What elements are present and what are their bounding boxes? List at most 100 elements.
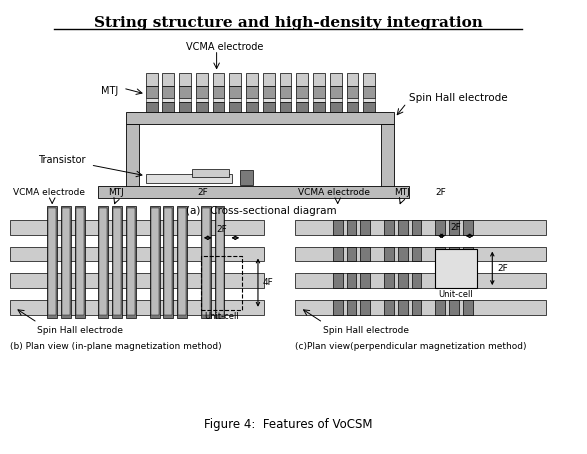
- Bar: [99, 206, 109, 318]
- Bar: [212, 102, 224, 112]
- Text: (c)Plan view(perpendicular magnetization method): (c)Plan view(perpendicular magnetization…: [295, 342, 527, 351]
- Bar: [126, 123, 139, 187]
- Bar: [179, 74, 191, 86]
- Bar: [246, 74, 258, 86]
- Text: 2F: 2F: [435, 188, 446, 197]
- Bar: [313, 86, 325, 98]
- Bar: [201, 256, 242, 310]
- Bar: [296, 86, 308, 98]
- Bar: [230, 74, 241, 86]
- Bar: [333, 220, 343, 235]
- Bar: [381, 123, 394, 187]
- Bar: [196, 86, 208, 98]
- Bar: [313, 102, 325, 112]
- Bar: [360, 247, 370, 262]
- Bar: [330, 98, 342, 102]
- Bar: [246, 102, 258, 112]
- Bar: [212, 74, 224, 86]
- Bar: [146, 74, 157, 86]
- Bar: [75, 206, 85, 318]
- Bar: [48, 206, 57, 318]
- Text: Figure 4:  Features of VoCSM: Figure 4: Features of VoCSM: [204, 418, 373, 431]
- Bar: [346, 273, 356, 288]
- Bar: [463, 247, 473, 262]
- Bar: [146, 102, 157, 112]
- Bar: [151, 208, 158, 315]
- Bar: [246, 98, 258, 102]
- Bar: [112, 206, 122, 318]
- Bar: [384, 300, 394, 315]
- Bar: [411, 247, 421, 262]
- Bar: [295, 247, 546, 262]
- Text: 2F: 2F: [450, 223, 461, 232]
- Bar: [346, 220, 356, 235]
- Bar: [146, 174, 232, 183]
- Bar: [435, 273, 445, 288]
- Bar: [163, 98, 174, 102]
- Text: Unit-cell: Unit-cell: [438, 290, 473, 299]
- Bar: [230, 98, 241, 102]
- Bar: [177, 206, 187, 318]
- Text: MTJ: MTJ: [394, 188, 410, 197]
- Text: 4F: 4F: [263, 278, 274, 286]
- Bar: [215, 208, 224, 315]
- Text: (b) Plan view (in-plane magnetization method): (b) Plan view (in-plane magnetization me…: [10, 342, 221, 351]
- Bar: [164, 208, 173, 315]
- Bar: [435, 300, 445, 315]
- Bar: [330, 102, 342, 112]
- Bar: [10, 300, 264, 315]
- Bar: [346, 98, 359, 102]
- Bar: [346, 102, 359, 112]
- Bar: [163, 74, 174, 86]
- Bar: [435, 220, 445, 235]
- Bar: [384, 273, 394, 288]
- Bar: [313, 98, 325, 102]
- Bar: [263, 74, 275, 86]
- Bar: [246, 86, 258, 98]
- Bar: [411, 220, 421, 235]
- Bar: [411, 300, 421, 315]
- Bar: [10, 220, 264, 235]
- Bar: [333, 273, 343, 288]
- Bar: [10, 247, 264, 262]
- Bar: [76, 208, 84, 315]
- Bar: [449, 220, 459, 235]
- Bar: [363, 102, 375, 112]
- Bar: [126, 112, 394, 123]
- Bar: [192, 169, 230, 177]
- Bar: [99, 186, 409, 198]
- Bar: [163, 206, 173, 318]
- Text: MTJ: MTJ: [109, 188, 124, 197]
- Bar: [150, 206, 160, 318]
- Bar: [398, 247, 407, 262]
- Text: String structure and high-density integration: String structure and high-density integr…: [94, 16, 483, 30]
- Bar: [230, 86, 241, 98]
- Bar: [10, 273, 264, 288]
- Bar: [279, 86, 291, 98]
- Bar: [179, 86, 191, 98]
- Bar: [126, 206, 136, 318]
- Bar: [263, 98, 275, 102]
- Text: 2F: 2F: [216, 225, 227, 234]
- Text: Unit-cell: Unit-cell: [204, 312, 239, 321]
- Bar: [127, 208, 135, 315]
- Bar: [212, 98, 224, 102]
- Bar: [363, 98, 375, 102]
- Bar: [411, 273, 421, 288]
- Text: Spin Hall electrode: Spin Hall electrode: [409, 93, 507, 103]
- Bar: [463, 220, 473, 235]
- Bar: [62, 208, 70, 315]
- Bar: [48, 208, 56, 315]
- Bar: [230, 102, 241, 112]
- Bar: [196, 98, 208, 102]
- Bar: [196, 74, 208, 86]
- Bar: [333, 300, 343, 315]
- Bar: [163, 102, 174, 112]
- Bar: [61, 206, 71, 318]
- Bar: [384, 247, 394, 262]
- Bar: [313, 74, 325, 86]
- Bar: [146, 86, 157, 98]
- Bar: [333, 247, 343, 262]
- Bar: [384, 220, 394, 235]
- Bar: [179, 98, 191, 102]
